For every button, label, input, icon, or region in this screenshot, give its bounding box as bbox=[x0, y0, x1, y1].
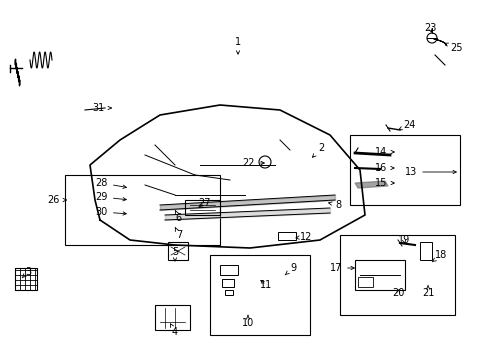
Polygon shape bbox=[354, 181, 387, 188]
Text: 25: 25 bbox=[444, 43, 462, 53]
Text: 4: 4 bbox=[170, 324, 178, 337]
Text: 9: 9 bbox=[285, 263, 296, 275]
Bar bbox=[419, 242, 431, 260]
Text: 23: 23 bbox=[423, 23, 435, 33]
Bar bbox=[168, 242, 187, 260]
Text: 20: 20 bbox=[391, 288, 404, 298]
Bar bbox=[357, 277, 372, 287]
Text: 8: 8 bbox=[328, 200, 341, 210]
Text: 31: 31 bbox=[93, 103, 111, 113]
Text: 11: 11 bbox=[260, 280, 272, 290]
Text: 12: 12 bbox=[295, 232, 312, 242]
Text: 7: 7 bbox=[175, 227, 182, 240]
Bar bbox=[222, 279, 234, 287]
Text: 10: 10 bbox=[242, 315, 254, 328]
Text: 26: 26 bbox=[47, 195, 66, 205]
Bar bbox=[155, 305, 190, 330]
Text: 2: 2 bbox=[312, 143, 324, 157]
Text: 22: 22 bbox=[242, 158, 264, 168]
Text: 15: 15 bbox=[374, 178, 393, 188]
Text: 5: 5 bbox=[171, 247, 178, 261]
Text: 17: 17 bbox=[329, 263, 354, 273]
Bar bbox=[354, 260, 404, 290]
Text: 16: 16 bbox=[374, 163, 393, 173]
Bar bbox=[220, 265, 238, 275]
Bar bbox=[65, 175, 220, 245]
Text: 28: 28 bbox=[96, 178, 126, 188]
Bar bbox=[224, 290, 232, 295]
Bar bbox=[349, 135, 459, 205]
Text: 3: 3 bbox=[22, 267, 31, 278]
Text: 19: 19 bbox=[397, 235, 409, 245]
Text: 27: 27 bbox=[198, 198, 210, 208]
Text: 14: 14 bbox=[374, 147, 393, 157]
Text: 13: 13 bbox=[404, 167, 455, 177]
Text: 21: 21 bbox=[421, 285, 433, 298]
Bar bbox=[278, 232, 295, 240]
Bar bbox=[339, 235, 454, 315]
Text: 1: 1 bbox=[234, 37, 241, 54]
Text: 6: 6 bbox=[175, 210, 182, 223]
Text: 24: 24 bbox=[398, 120, 414, 130]
Text: 18: 18 bbox=[431, 250, 447, 262]
Bar bbox=[15, 268, 37, 290]
Bar bbox=[209, 255, 309, 335]
Text: 30: 30 bbox=[96, 207, 126, 217]
Text: 29: 29 bbox=[96, 192, 126, 202]
